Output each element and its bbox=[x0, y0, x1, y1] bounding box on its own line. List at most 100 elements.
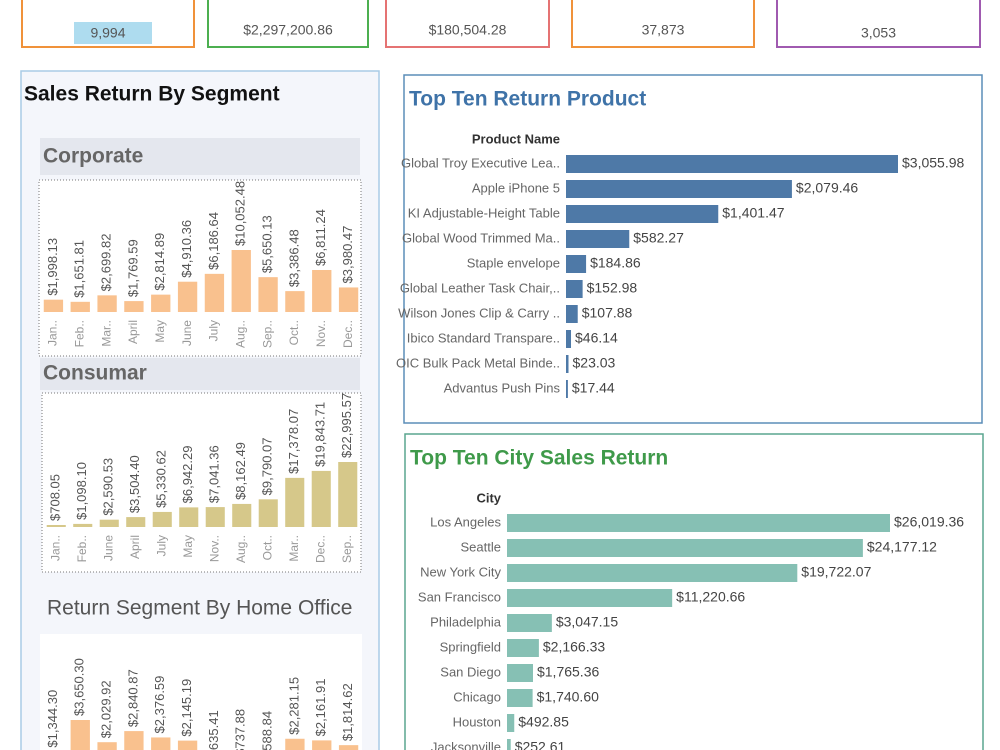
bar bbox=[177, 281, 198, 312]
bar bbox=[70, 720, 90, 750]
product-panel bbox=[403, 74, 983, 424]
category-label: June bbox=[101, 535, 115, 561]
category-label: New York City bbox=[420, 564, 501, 579]
bar bbox=[285, 291, 305, 312]
bar bbox=[312, 269, 332, 312]
category-label: Seattle bbox=[461, 539, 501, 554]
category-label: Ibico Standard Transpare.. bbox=[407, 330, 560, 345]
value-label: $3,650.30 bbox=[72, 658, 87, 716]
bar bbox=[312, 740, 332, 750]
value-label: $46.14 bbox=[575, 330, 618, 346]
chart-title: Top Ten Return Product bbox=[409, 88, 646, 111]
bar bbox=[258, 277, 278, 312]
category-label: Nov.. bbox=[207, 535, 221, 562]
category-label: KI Adjustable-Height Table bbox=[408, 205, 560, 220]
kpi-card bbox=[776, 0, 981, 48]
value-label: $5,650.13 bbox=[260, 215, 275, 273]
consumar-chart-area bbox=[41, 392, 362, 573]
consumar-header bbox=[40, 358, 360, 390]
category-label: July bbox=[154, 535, 168, 556]
bar bbox=[258, 499, 278, 527]
category-label: Oct.. bbox=[287, 320, 301, 345]
value-label: $3,504.40 bbox=[127, 455, 142, 513]
category-label: Los Angeles bbox=[430, 514, 501, 529]
bar bbox=[97, 742, 117, 750]
value-label: $737.88 bbox=[233, 709, 248, 750]
bar bbox=[73, 523, 93, 527]
category-label: July bbox=[207, 320, 221, 341]
value-label: $1,765.36 bbox=[537, 664, 599, 680]
bar bbox=[507, 589, 673, 607]
bar bbox=[204, 273, 225, 312]
value-label: $2,840.87 bbox=[125, 669, 140, 727]
value-label: $2,145.19 bbox=[179, 679, 194, 737]
chart-title: Consumar bbox=[43, 362, 147, 385]
category-label: Dec.. bbox=[341, 320, 355, 348]
value-label: $107.88 bbox=[582, 305, 633, 321]
kpi-value: 9,994 bbox=[90, 25, 125, 41]
value-label: $492.85 bbox=[518, 714, 569, 730]
value-label: $3,980.47 bbox=[340, 226, 355, 284]
value-label: $588.84 bbox=[260, 711, 275, 750]
corporate-chart-area bbox=[38, 179, 362, 357]
value-label: $2,029.92 bbox=[99, 680, 114, 738]
value-label: $635.41 bbox=[206, 710, 221, 750]
category-label: Mar.. bbox=[287, 535, 301, 562]
value-label: $19,722.07 bbox=[801, 564, 871, 580]
value-label: $1,401.47 bbox=[722, 205, 784, 221]
value-label: $1,998.13 bbox=[45, 238, 60, 296]
kpi-value: 37,873 bbox=[642, 22, 685, 38]
bar bbox=[70, 301, 90, 312]
bar bbox=[507, 564, 798, 582]
category-label: Jan.. bbox=[46, 320, 60, 346]
bar bbox=[152, 511, 172, 527]
axis-label: City bbox=[476, 490, 501, 505]
value-label: $1,651.81 bbox=[72, 240, 87, 298]
category-label: Chicago bbox=[453, 689, 501, 704]
value-label: $1,740.60 bbox=[537, 689, 599, 705]
value-label: $1,769.59 bbox=[125, 239, 140, 297]
kpi-value: 3,053 bbox=[861, 25, 896, 41]
category-label: Springfield bbox=[440, 639, 501, 654]
category-label: Global Wood Trimmed Ma.. bbox=[402, 230, 560, 245]
bar bbox=[151, 294, 171, 312]
panel-title: Sales Return By Segment bbox=[24, 83, 280, 106]
category-label: Feb.. bbox=[72, 320, 86, 347]
value-label: $2,079.46 bbox=[796, 180, 858, 196]
category-label: Staple envelope bbox=[467, 255, 560, 270]
bar bbox=[46, 524, 66, 527]
bar bbox=[566, 155, 898, 173]
kpi-card bbox=[571, 0, 755, 48]
category-label: Global Troy Executive Lea.. bbox=[401, 155, 560, 170]
bar bbox=[285, 738, 305, 750]
home-office-chart-area bbox=[40, 634, 362, 750]
value-label: $7,041.36 bbox=[207, 445, 222, 503]
category-label: Feb.. bbox=[75, 535, 89, 562]
value-label: $6,186.64 bbox=[206, 212, 221, 270]
city-panel bbox=[404, 433, 984, 750]
bar bbox=[566, 255, 587, 273]
bar bbox=[507, 739, 511, 750]
category-label: Aug.. bbox=[233, 320, 247, 348]
value-label: $26,019.36 bbox=[894, 514, 964, 530]
value-label: $582.27 bbox=[633, 230, 684, 246]
bar bbox=[43, 299, 64, 312]
bar bbox=[507, 714, 515, 732]
chart-title: Corporate bbox=[43, 145, 143, 168]
value-label: $5,330.62 bbox=[154, 450, 169, 508]
category-label: OIC Bulk Pack Metal Binde.. bbox=[396, 355, 560, 370]
value-label: $2,699.82 bbox=[99, 234, 114, 292]
bar bbox=[205, 507, 225, 527]
category-label: Mar.. bbox=[99, 320, 113, 347]
bar bbox=[566, 355, 569, 373]
category-label: May bbox=[153, 320, 167, 343]
bar bbox=[566, 230, 630, 248]
kpi-highlight bbox=[74, 22, 152, 44]
bar bbox=[126, 517, 146, 527]
bar bbox=[231, 250, 251, 312]
bar bbox=[566, 280, 583, 298]
category-label: San Diego bbox=[440, 664, 501, 679]
value-label: $22,995.57 bbox=[339, 393, 354, 458]
category-label: Nov.. bbox=[314, 320, 328, 347]
